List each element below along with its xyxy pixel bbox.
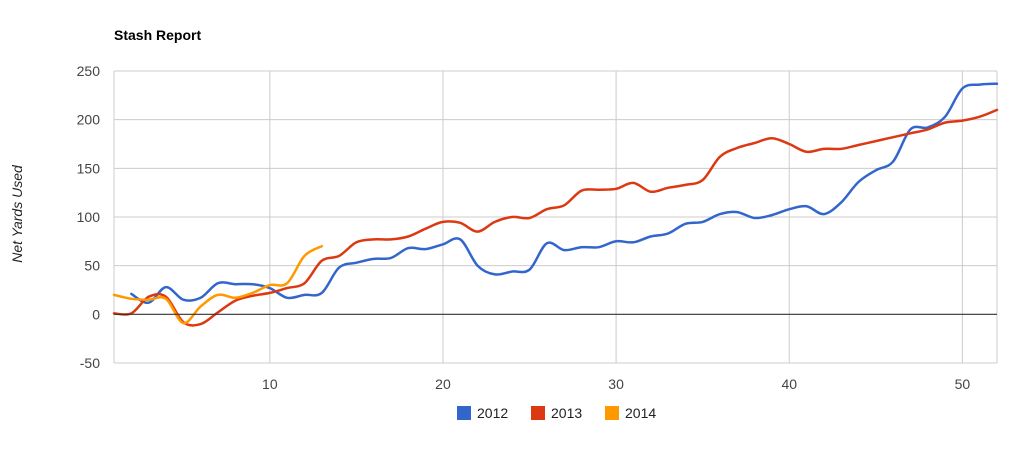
x-tick-label: 50 [955,376,971,392]
series-line-2013[interactable] [112,108,999,327]
chart-title: Stash Report [114,27,201,43]
legend-item-2013[interactable]: 2013 [531,405,582,421]
grid [113,70,998,364]
y-tick-label: 0 [92,306,100,322]
y-tick-label: 150 [77,160,101,176]
y-tick-label: 200 [77,112,101,128]
x-tick-label: 30 [608,376,624,392]
legend[interactable]: 2012 2013 2014 [457,405,656,421]
x-tick-label: 10 [262,376,278,392]
y-tick-label: 250 [77,63,101,79]
y-axis-label: Net Yards Used [9,164,25,263]
legend-label: 2014 [625,405,656,421]
legend-item-2012[interactable]: 2012 [457,405,508,421]
y-tick-label: 100 [77,209,101,225]
y-tick-label: 50 [84,258,100,274]
y-tick-label: -50 [80,355,100,371]
x-tick-label: 20 [435,376,451,392]
legend-label: 2012 [477,405,508,421]
axes: -50 0 50 100 150 200 250 10 20 30 40 50 [77,63,997,392]
legend-label: 2013 [551,405,582,421]
series-layer [112,82,999,327]
legend-swatch [605,406,619,420]
legend-swatch [457,406,471,420]
series-line-2012[interactable] [130,82,999,304]
series-line-2014[interactable] [112,244,324,325]
legend-swatch [531,406,545,420]
legend-item-2014[interactable]: 2014 [605,405,656,421]
x-tick-label: 40 [781,376,797,392]
